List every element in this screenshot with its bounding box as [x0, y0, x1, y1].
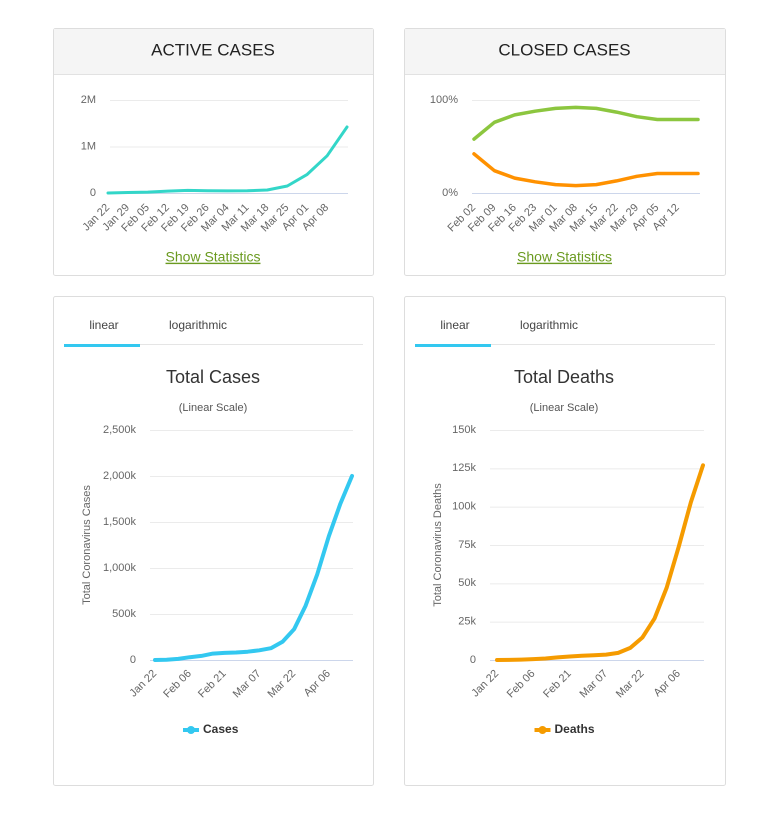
y-tick-label: 0% [442, 187, 458, 199]
chart-subtitle: (Linear Scale) [530, 402, 598, 414]
series-line [495, 463, 705, 662]
y-tick-label: 25k [458, 616, 476, 628]
y-tick-label: 2,500k [103, 424, 137, 436]
legend-label: Cases [203, 722, 239, 736]
tab[interactable]: linear [440, 318, 469, 332]
y-tick-label: 1,500k [103, 516, 137, 528]
y-tick-label: 100k [452, 501, 476, 513]
chart-subtitle: (Linear Scale) [179, 402, 247, 414]
y-tick-label: 2,000k [103, 470, 137, 482]
panel [404, 28, 726, 276]
panel [404, 296, 726, 786]
y-tick-label: 125k [452, 462, 476, 474]
show-statistics-link[interactable]: Show Statistics [517, 249, 612, 265]
y-tick-label: 50k [458, 577, 476, 589]
y-tick-label: 150k [452, 424, 476, 436]
legend-symbol [538, 726, 547, 734]
y-tick-label: 0 [130, 654, 136, 666]
panel-header [405, 29, 725, 74]
show-statistics-link[interactable]: Show Statistics [166, 249, 261, 265]
tab[interactable]: logarithmic [169, 318, 227, 332]
y-tick-label: 75k [458, 539, 476, 551]
tab-active-underline [415, 344, 491, 347]
tab[interactable]: logarithmic [520, 318, 578, 332]
chart-title: Total Deaths [514, 367, 614, 387]
legend-label: Deaths [555, 722, 595, 736]
chart-title: Total Cases [166, 367, 260, 387]
y-axis-title: Total Coronavirus Deaths [432, 483, 444, 607]
tab[interactable]: linear [89, 318, 118, 332]
panel [53, 28, 374, 276]
panel-header [54, 29, 373, 74]
series-line [472, 105, 700, 141]
y-tick-label: 500k [112, 608, 136, 620]
tab-active-underline [64, 344, 140, 347]
y-tick-label: 2M [81, 94, 96, 106]
legend-symbol [187, 726, 195, 734]
series-line [472, 152, 700, 188]
y-tick-label: 1M [81, 140, 96, 152]
series-line [106, 125, 349, 195]
panel-title: CLOSED CASES [498, 40, 630, 59]
series-line [153, 474, 354, 662]
y-tick-label: 100% [430, 94, 458, 106]
panel [53, 296, 374, 786]
y-tick-label: 0 [470, 654, 476, 666]
panel-title: ACTIVE CASES [151, 40, 275, 59]
y-tick-label: 1,000k [103, 562, 137, 574]
y-axis-title: Total Coronavirus Cases [81, 485, 93, 605]
y-tick-label: 0 [90, 187, 96, 199]
